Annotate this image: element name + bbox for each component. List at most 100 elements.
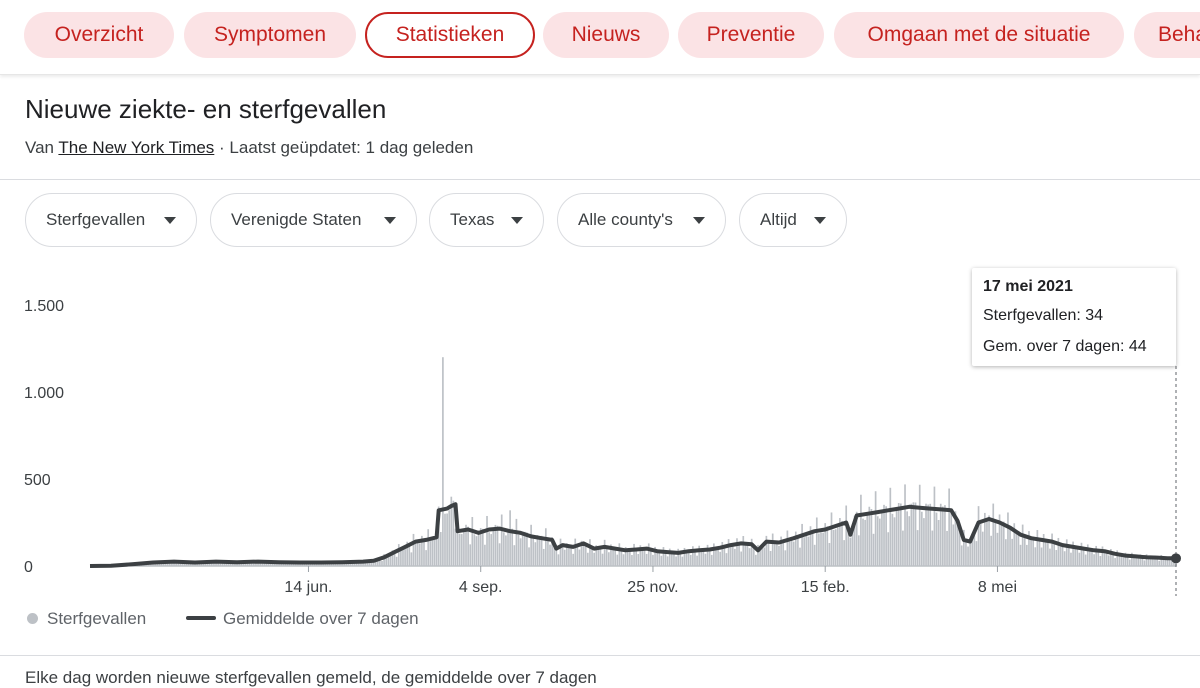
- daily-bar: [528, 547, 530, 566]
- daily-bar: [774, 544, 776, 566]
- tab-coping[interactable]: Omgaan met de situatie: [834, 12, 1124, 58]
- daily-bar: [396, 557, 398, 566]
- daily-bar: [461, 534, 463, 566]
- daily-bar: [1144, 560, 1146, 566]
- daily-bar: [1022, 525, 1024, 566]
- daily-bar: [604, 540, 606, 566]
- daily-bar: [467, 527, 469, 566]
- daily-bar: [1005, 539, 1007, 566]
- daily-bar: [885, 506, 887, 566]
- source-prefix: Van: [25, 138, 58, 157]
- daily-bar: [1047, 540, 1049, 566]
- x-tick-label: 14 jun.: [284, 579, 332, 596]
- tab-symptoms[interactable]: Symptomen: [184, 12, 356, 58]
- daily-bar: [829, 543, 831, 566]
- daily-bar: [776, 543, 778, 566]
- daily-bar: [997, 533, 999, 566]
- daily-bar: [425, 550, 427, 566]
- y-tick-label: 0: [24, 559, 33, 576]
- daily-bar: [719, 552, 721, 566]
- daily-bar: [1108, 555, 1110, 566]
- daily-bar: [532, 539, 534, 566]
- daily-bar: [690, 555, 692, 566]
- daily-bar: [881, 511, 883, 566]
- caret-down-icon: [384, 217, 396, 224]
- daily-bar: [432, 540, 434, 566]
- daily-bar: [841, 521, 843, 566]
- daily-bar: [1041, 548, 1043, 566]
- daily-bar: [728, 539, 730, 566]
- daily-bar: [936, 513, 938, 566]
- daily-bar: [381, 561, 383, 566]
- daily-bar: [583, 543, 585, 566]
- tab-treatments[interactable]: Behandelingen: [1134, 12, 1200, 58]
- daily-bar: [864, 520, 866, 566]
- daily-bar: [724, 546, 726, 566]
- county-dropdown[interactable]: Alle county's: [557, 193, 726, 247]
- tab-overview[interactable]: Overzicht: [24, 12, 174, 58]
- daily-bar: [442, 357, 444, 566]
- tab-prevention[interactable]: Preventie: [678, 12, 824, 58]
- daily-bar: [1007, 512, 1009, 566]
- daily-bar: [545, 528, 547, 566]
- daily-bar: [503, 532, 505, 566]
- daily-bar: [694, 551, 696, 566]
- daily-bar: [507, 529, 509, 566]
- daily-bar: [568, 545, 570, 566]
- daily-bar: [950, 513, 952, 566]
- daily-bar: [661, 556, 663, 566]
- daily-bar: [913, 502, 915, 566]
- daily-bar: [873, 534, 875, 566]
- tab-news[interactable]: Nieuws: [543, 12, 669, 58]
- daily-bar: [516, 519, 518, 566]
- source-link[interactable]: The New York Times: [58, 138, 214, 157]
- daily-bar: [478, 533, 480, 566]
- daily-bar: [816, 517, 818, 566]
- daily-bar: [558, 554, 560, 566]
- timerange-dropdown[interactable]: Altijd: [739, 193, 847, 247]
- daily-bar: [1030, 539, 1032, 566]
- legend-avg: Gemiddelde over 7 dagen: [223, 609, 419, 629]
- daily-bar: [621, 550, 623, 566]
- daily-bar: [805, 536, 807, 566]
- daily-bar: [1123, 557, 1125, 566]
- daily-bar: [366, 563, 368, 566]
- daily-bar: [742, 536, 744, 566]
- daily-bar: [495, 525, 497, 566]
- daily-bar: [898, 503, 900, 566]
- daily-bar: [879, 519, 881, 566]
- metric-dropdown-label: Sterfgevallen: [46, 210, 145, 229]
- daily-bar: [484, 545, 486, 566]
- daily-bar: [455, 529, 457, 566]
- daily-bar: [837, 528, 839, 566]
- daily-bar: [755, 555, 757, 566]
- daily-bar: [980, 524, 982, 566]
- state-dropdown[interactable]: Texas: [429, 193, 544, 247]
- metric-dropdown[interactable]: Sterfgevallen: [25, 193, 197, 247]
- daily-bar: [747, 544, 749, 566]
- daily-bar: [820, 533, 822, 566]
- daily-bar: [906, 511, 908, 566]
- daily-bar: [541, 536, 543, 566]
- daily-bar: [598, 548, 600, 566]
- daily-bar: [992, 504, 994, 566]
- daily-bar: [700, 551, 702, 566]
- daily-bar: [518, 535, 520, 566]
- daily-bar: [696, 556, 698, 566]
- daily-bar: [967, 547, 969, 566]
- tab-statistics[interactable]: Statistieken: [365, 12, 535, 58]
- daily-bar: [522, 532, 524, 566]
- daily-bar: [656, 552, 658, 566]
- daily-bar: [759, 550, 761, 566]
- daily-bar: [812, 530, 814, 566]
- country-dropdown-label: Verenigde Staten: [231, 210, 361, 229]
- daily-bar: [866, 514, 868, 566]
- daily-bar: [927, 504, 929, 566]
- daily-bar: [1039, 540, 1041, 566]
- daily-bar: [923, 518, 925, 566]
- daily-bar: [530, 525, 532, 566]
- header-divider: [0, 179, 1200, 180]
- daily-bar: [877, 516, 879, 566]
- county-dropdown-label: Alle county's: [578, 210, 673, 229]
- country-dropdown[interactable]: Verenigde Staten: [210, 193, 417, 247]
